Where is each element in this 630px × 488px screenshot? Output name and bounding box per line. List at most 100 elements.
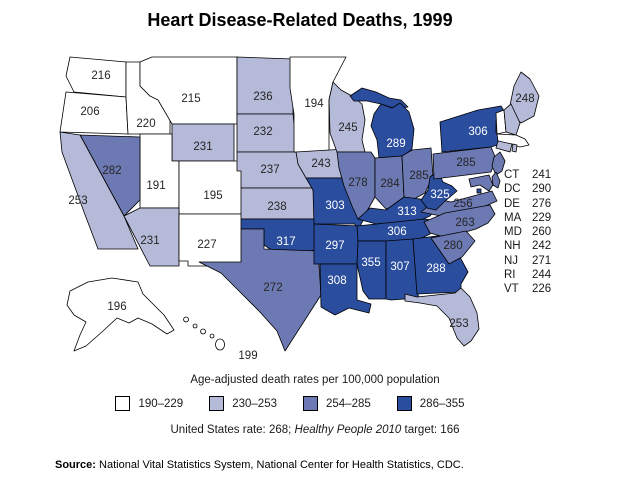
state-abbr: RI: [504, 269, 516, 282]
state-ny: [439, 105, 507, 153]
state-value: 271: [532, 254, 552, 267]
state-value-label: 199: [238, 350, 257, 362]
rate-note: Age-adjusted death rates per 100,000 pop…: [190, 374, 440, 386]
state-value: 260: [532, 226, 552, 239]
state-az: [123, 207, 180, 267]
state-value-label: 285: [456, 157, 475, 169]
state-value-label: 280: [443, 240, 462, 252]
state-value-label: 194: [304, 98, 324, 110]
state-value-label: 227: [197, 239, 216, 251]
state-value-label: 248: [515, 93, 534, 105]
state-value-label: 355: [361, 257, 380, 269]
state-value-label: 231: [193, 141, 212, 153]
state-value-label: 191: [146, 180, 165, 192]
legend-swatch: [209, 396, 225, 411]
state-sc: [430, 230, 476, 265]
source-text: National Vital Statistics System, Nation…: [95, 459, 464, 471]
state-list-row: DC 290: [504, 182, 551, 196]
state-value: 226: [532, 283, 552, 296]
state-value-label: 308: [327, 275, 346, 287]
state-nh: [503, 103, 521, 136]
state-nd: [236, 56, 294, 115]
us-rate-note: United States rate: 268; Healthy People …: [0, 424, 630, 436]
state-list-row: NJ 271: [504, 254, 551, 268]
state-value-label: 253: [68, 195, 87, 207]
state-value-label: 215: [181, 93, 200, 105]
legend-label: 230–253: [232, 397, 277, 410]
state-value-label: 196: [107, 301, 126, 313]
state-list-row: MD 260: [504, 225, 551, 239]
legend-label: 254–285: [326, 397, 371, 410]
state-hi-islands: [183, 316, 225, 351]
state-value-label: 245: [338, 122, 357, 134]
state-value-label: 313: [397, 206, 416, 218]
legend-label: 190–229: [138, 397, 184, 410]
state-value-label: 278: [348, 177, 367, 189]
state-labels: 216 206 220 215 231 191 195 282 253 231 227 236 232 2…: [68, 70, 534, 362]
state-list-row: CT 241: [504, 168, 551, 182]
state-value: 290: [532, 183, 552, 196]
state-list-row: VT 226: [504, 282, 551, 296]
legend: 190–229 230–253 254–285 286–355: [0, 396, 580, 411]
state-list-row: RI 244: [504, 268, 551, 282]
state-value-label: 282: [102, 165, 121, 177]
state-wv: [420, 170, 458, 211]
state-dc: [476, 188, 482, 194]
state-value: 276: [532, 197, 552, 210]
state-tx: [198, 228, 322, 352]
state-list-row: NH 242: [504, 239, 551, 253]
state-abbr: DC: [504, 183, 521, 196]
state-value-label: 317: [276, 236, 295, 248]
states-group: [59, 56, 540, 352]
legend-swatch: [396, 396, 412, 411]
state-value-label: 297: [325, 240, 344, 252]
state-value-label: 263: [455, 217, 474, 229]
state-abbr: NH: [504, 240, 521, 253]
state-value: 229: [532, 211, 552, 224]
michigan-upper-peninsula: [349, 87, 409, 110]
state-nc: [423, 204, 496, 238]
legend-swatch: [303, 396, 318, 411]
legend-item: 286–355: [396, 396, 465, 411]
state-value-label: 306: [468, 126, 487, 138]
state-value-label: 220: [136, 118, 155, 130]
state-de: [491, 171, 501, 189]
state-ri: [511, 143, 518, 153]
state-value-label: 256: [453, 198, 472, 210]
state-value-label: 253: [449, 318, 468, 330]
state-ms: [356, 240, 387, 300]
state-la: [319, 263, 372, 316]
state-value: 244: [532, 269, 552, 282]
state-value-label: 236: [253, 91, 272, 103]
state-value-label: 303: [325, 200, 344, 212]
state-value-label: 272: [263, 282, 282, 294]
state-value-label: 238: [267, 201, 286, 213]
state-value-label: 285: [409, 170, 428, 182]
state-value: 242: [532, 240, 552, 253]
source-note: Source: National Vital Statistics System…: [55, 459, 464, 471]
state-value-label: 288: [426, 263, 445, 275]
state-value-label: 307: [390, 261, 409, 273]
state-value-label: 284: [380, 178, 400, 190]
legend-label: 286–355: [419, 397, 465, 410]
state-value-label: 232: [253, 126, 272, 138]
state-value-label: 216: [91, 70, 110, 82]
state-abbr: VT: [504, 283, 519, 296]
state-mi: [370, 102, 415, 159]
state-value-label: 231: [140, 235, 159, 247]
northeast-states-list: CT 241 DC 290 DE 276 MA 229 MD 260 NH 242 NJ 271 RI 244…: [504, 168, 551, 297]
state-value: 241: [532, 169, 552, 181]
legend-swatch: [115, 396, 131, 411]
legend-item: 190–229: [115, 396, 183, 411]
target-text: target: 166: [401, 424, 460, 436]
state-abbr: MA: [504, 211, 522, 224]
state-list-row: MA 229: [504, 211, 551, 225]
state-list-row: DE 276: [504, 197, 551, 211]
state-value-label: 195: [203, 190, 222, 202]
state-value-label: 237: [260, 164, 279, 176]
legend-item: 254–285: [303, 396, 371, 411]
state-value-label: 206: [80, 106, 99, 118]
healthy-people-italic: Healthy People 2010: [294, 424, 402, 436]
